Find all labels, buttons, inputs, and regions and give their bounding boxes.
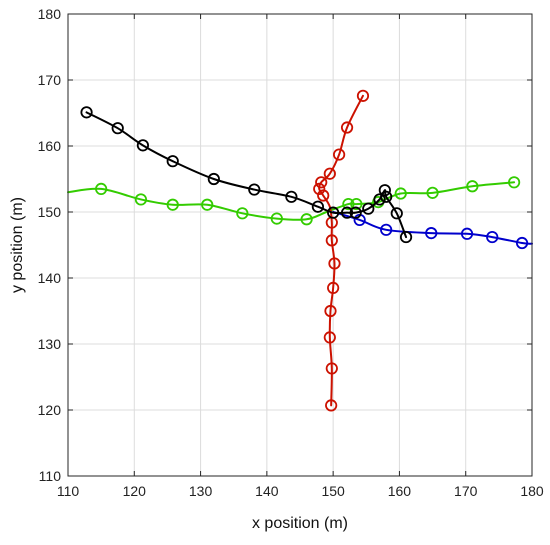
y-axis-label: y position (m) <box>9 197 26 293</box>
series-point <box>166 198 179 211</box>
y-tick-label: 120 <box>38 402 62 418</box>
y-tick-label: 140 <box>38 270 62 286</box>
plot-frame <box>67 13 533 477</box>
series-point <box>399 230 413 244</box>
series-point <box>166 155 179 168</box>
series-point <box>300 213 313 226</box>
series-point <box>136 139 150 152</box>
x-tick-label: 180 <box>520 483 544 499</box>
x-tick-label: 160 <box>388 483 412 499</box>
y-tick-label: 130 <box>38 336 62 352</box>
x-tick-label: 150 <box>321 483 345 499</box>
series-point <box>323 331 336 344</box>
series-line <box>318 94 364 407</box>
series-point <box>323 167 336 180</box>
series-point <box>356 89 370 102</box>
series-point <box>380 223 393 236</box>
series-point <box>350 197 363 211</box>
series-point <box>111 122 124 135</box>
series-point <box>80 106 93 119</box>
series-point <box>373 193 386 206</box>
series-point <box>248 183 261 196</box>
series-point <box>515 236 529 250</box>
series-point <box>362 202 375 215</box>
series-point <box>378 184 391 197</box>
series-group <box>80 106 413 244</box>
series-point <box>317 189 330 202</box>
series-point <box>340 121 354 134</box>
y-tick-label: 170 <box>38 72 62 88</box>
x-tick-label: 130 <box>189 483 213 499</box>
series-point <box>508 176 521 189</box>
series-point <box>333 148 346 161</box>
series-group <box>313 89 370 412</box>
series-group <box>67 176 521 226</box>
grid-layer <box>67 13 533 477</box>
series-point <box>340 206 354 219</box>
series-line <box>332 211 533 245</box>
series-point <box>201 198 214 211</box>
series-line <box>67 181 516 221</box>
y-tick-label: 110 <box>39 468 62 484</box>
series-point <box>390 207 403 220</box>
series-point <box>311 200 324 213</box>
y-tick-label: 160 <box>38 138 62 154</box>
series-point <box>285 190 298 203</box>
series-point <box>426 186 439 199</box>
series-point <box>207 172 220 186</box>
series-point <box>327 281 340 294</box>
series-point <box>342 197 355 211</box>
series-point <box>394 187 407 200</box>
x-tick-label: 140 <box>255 483 279 499</box>
series-point <box>325 399 338 412</box>
series-point <box>425 227 438 240</box>
series-point <box>134 193 148 206</box>
series-point <box>324 304 337 318</box>
series-layer <box>67 89 533 412</box>
series-point <box>380 190 393 203</box>
series-point <box>270 212 283 225</box>
y-tick-label: 150 <box>38 204 62 220</box>
series-point <box>328 257 341 270</box>
series-point <box>349 206 362 219</box>
series-point <box>325 234 338 247</box>
series-point <box>486 230 499 244</box>
y-tick-label: 180 <box>38 6 62 22</box>
series-point <box>95 182 108 195</box>
x-tick-label: 110 <box>57 483 80 499</box>
tick-layer: 110 120 130 140 150 160 170 180 110 120 130 140 150 1… <box>38 6 544 499</box>
series-point <box>236 207 249 220</box>
series-group <box>332 211 533 250</box>
series-point <box>460 227 474 240</box>
series-point <box>466 180 479 193</box>
series-point <box>313 182 326 195</box>
x-axis-label: x position (m) <box>252 515 348 532</box>
series-line <box>85 111 408 239</box>
series-point <box>325 362 338 375</box>
series-point <box>327 206 340 219</box>
x-tick-label: 120 <box>123 483 147 499</box>
x-tick-label: 170 <box>454 483 478 499</box>
series-point <box>315 176 328 189</box>
